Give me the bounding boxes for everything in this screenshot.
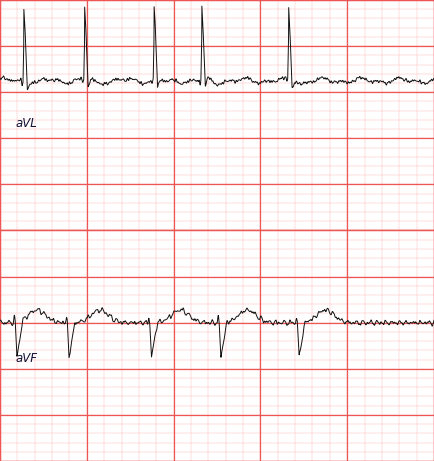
Text: aVF: aVF <box>15 352 37 365</box>
Text: aVL: aVL <box>15 117 37 130</box>
